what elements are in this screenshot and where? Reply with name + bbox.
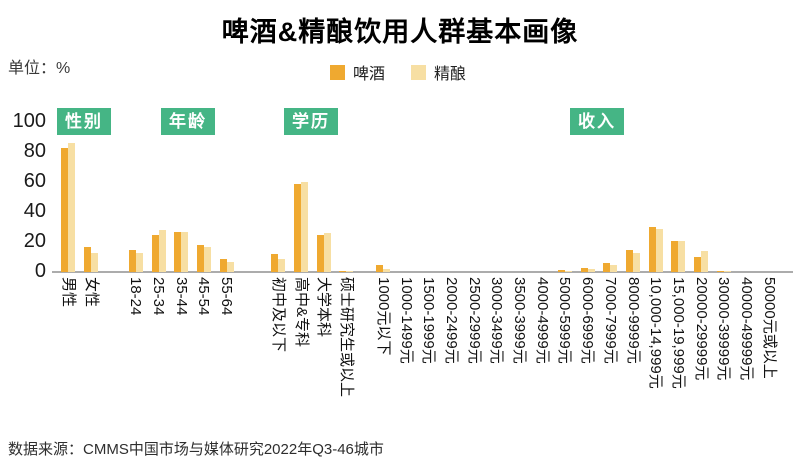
bar-craft (701, 251, 709, 272)
x-axis-label: 7000-7999元 (601, 277, 619, 364)
bar-beer (61, 147, 69, 272)
x-axis-line (52, 271, 793, 273)
bar-beer (196, 245, 204, 272)
x-axis-label: 男性 (59, 277, 77, 308)
x-axis-label: 40000-49999元 (738, 277, 756, 381)
bar-craft (181, 231, 189, 272)
bar-craft (678, 240, 686, 272)
bar-craft (346, 271, 354, 272)
bar-craft (383, 269, 391, 272)
x-axis-label: 45-54 (195, 277, 213, 316)
bar-craft (323, 233, 331, 272)
y-axis-tick-label: 80 (23, 140, 46, 162)
bar-beer (128, 249, 136, 272)
bar-craft (633, 252, 641, 272)
bar-craft (610, 264, 618, 272)
beer-color-swatch-icon (330, 64, 345, 80)
legend-label-craft: 精酿 (434, 66, 467, 83)
x-axis-label: 30000-39999元 (715, 277, 733, 381)
x-axis-label: 35-44 (172, 277, 190, 316)
bar-craft (723, 270, 731, 272)
bar-craft (587, 269, 595, 272)
bar-beer (694, 257, 702, 272)
x-axis-label: 4000-4999元 (533, 277, 551, 364)
x-axis-label: 高中&专科 (292, 277, 310, 348)
x-axis-label: 3000-3499元 (488, 277, 506, 364)
legend-label-beer: 啤酒 (353, 66, 386, 83)
data-source-note: 数据来源：CMMS中国市场与媒体研究2022年Q3-46城市 (8, 441, 384, 458)
y-axis-tick-label: 60 (23, 170, 46, 192)
bar-beer (84, 246, 92, 272)
bar-beer (557, 269, 565, 272)
unit-label: 单位：% (8, 60, 71, 77)
bar-beer (671, 240, 679, 272)
x-axis-label: 20000-29999元 (692, 277, 710, 381)
x-axis-label: 25-34 (150, 277, 168, 316)
bar-beer (151, 234, 159, 272)
x-axis-label: 女性 (82, 277, 100, 308)
bar-craft (655, 228, 663, 272)
y-axis-tick-label: 0 (34, 260, 46, 282)
bar-beer (174, 231, 182, 272)
bar-beer (339, 271, 347, 272)
x-axis-label: 大学本科 (315, 277, 333, 338)
bar-craft (226, 261, 234, 272)
bar-craft (278, 258, 286, 272)
x-axis-label: 2000-2499元 (442, 277, 460, 364)
bar-beer (716, 270, 724, 272)
bar-beer (626, 249, 634, 272)
bar-beer (580, 267, 588, 272)
bar-beer (294, 183, 302, 272)
bar-beer (376, 265, 384, 272)
group-badge-income: 收入 (570, 108, 624, 135)
legend-item-beer: 啤酒 (330, 60, 385, 84)
x-axis-label: 3500-3999元 (511, 277, 529, 364)
bar-beer (219, 258, 227, 272)
group-badge-age: 年龄 (161, 108, 215, 135)
bar-beer (316, 234, 324, 272)
x-axis-label: 1000-1499元 (397, 277, 415, 364)
bar-craft (91, 252, 99, 272)
bar-beer (271, 254, 279, 272)
group-badge-gender: 性别 (57, 108, 111, 135)
x-axis-label: 1000元以下 (374, 277, 392, 356)
bar-beer (648, 227, 656, 272)
x-axis-label: 6000-6999元 (579, 277, 597, 364)
x-axis-label: 5000-5999元 (556, 277, 574, 364)
group-badge-edu: 学历 (284, 108, 338, 135)
legend: 啤酒 精酿 (330, 60, 466, 84)
x-axis-label: 8000-9999元 (624, 277, 642, 364)
bar-craft (564, 270, 572, 272)
craft-color-swatch-icon (411, 64, 427, 80)
legend-item-craft: 精酿 (411, 60, 466, 84)
x-axis-label: 55-64 (218, 277, 236, 316)
y-axis-tick-label: 40 (23, 200, 46, 222)
x-axis-label: 10,000-14,999元 (647, 277, 665, 389)
bar-beer (603, 263, 611, 272)
x-axis-label: 1500-1999元 (420, 277, 438, 364)
x-axis-label: 2500-2999元 (465, 277, 483, 364)
bar-craft (68, 143, 76, 272)
x-axis-label: 硕士研究生或以上 (337, 277, 355, 398)
y-axis-tick-label: 100 (12, 110, 46, 132)
bar-craft (135, 252, 143, 272)
x-axis-label: 初中及以下 (269, 277, 287, 353)
x-axis-label: 18-24 (127, 277, 145, 316)
y-axis-tick-label: 20 (23, 230, 46, 252)
x-axis-label: 15,000-19,999元 (669, 277, 687, 389)
page-title: 啤酒&精酿饮用人群基本画像 (221, 17, 579, 47)
x-axis-label: 50000元或以上 (760, 277, 778, 379)
bar-craft (203, 246, 211, 272)
bar-craft (301, 182, 309, 272)
bar-craft (158, 230, 166, 272)
